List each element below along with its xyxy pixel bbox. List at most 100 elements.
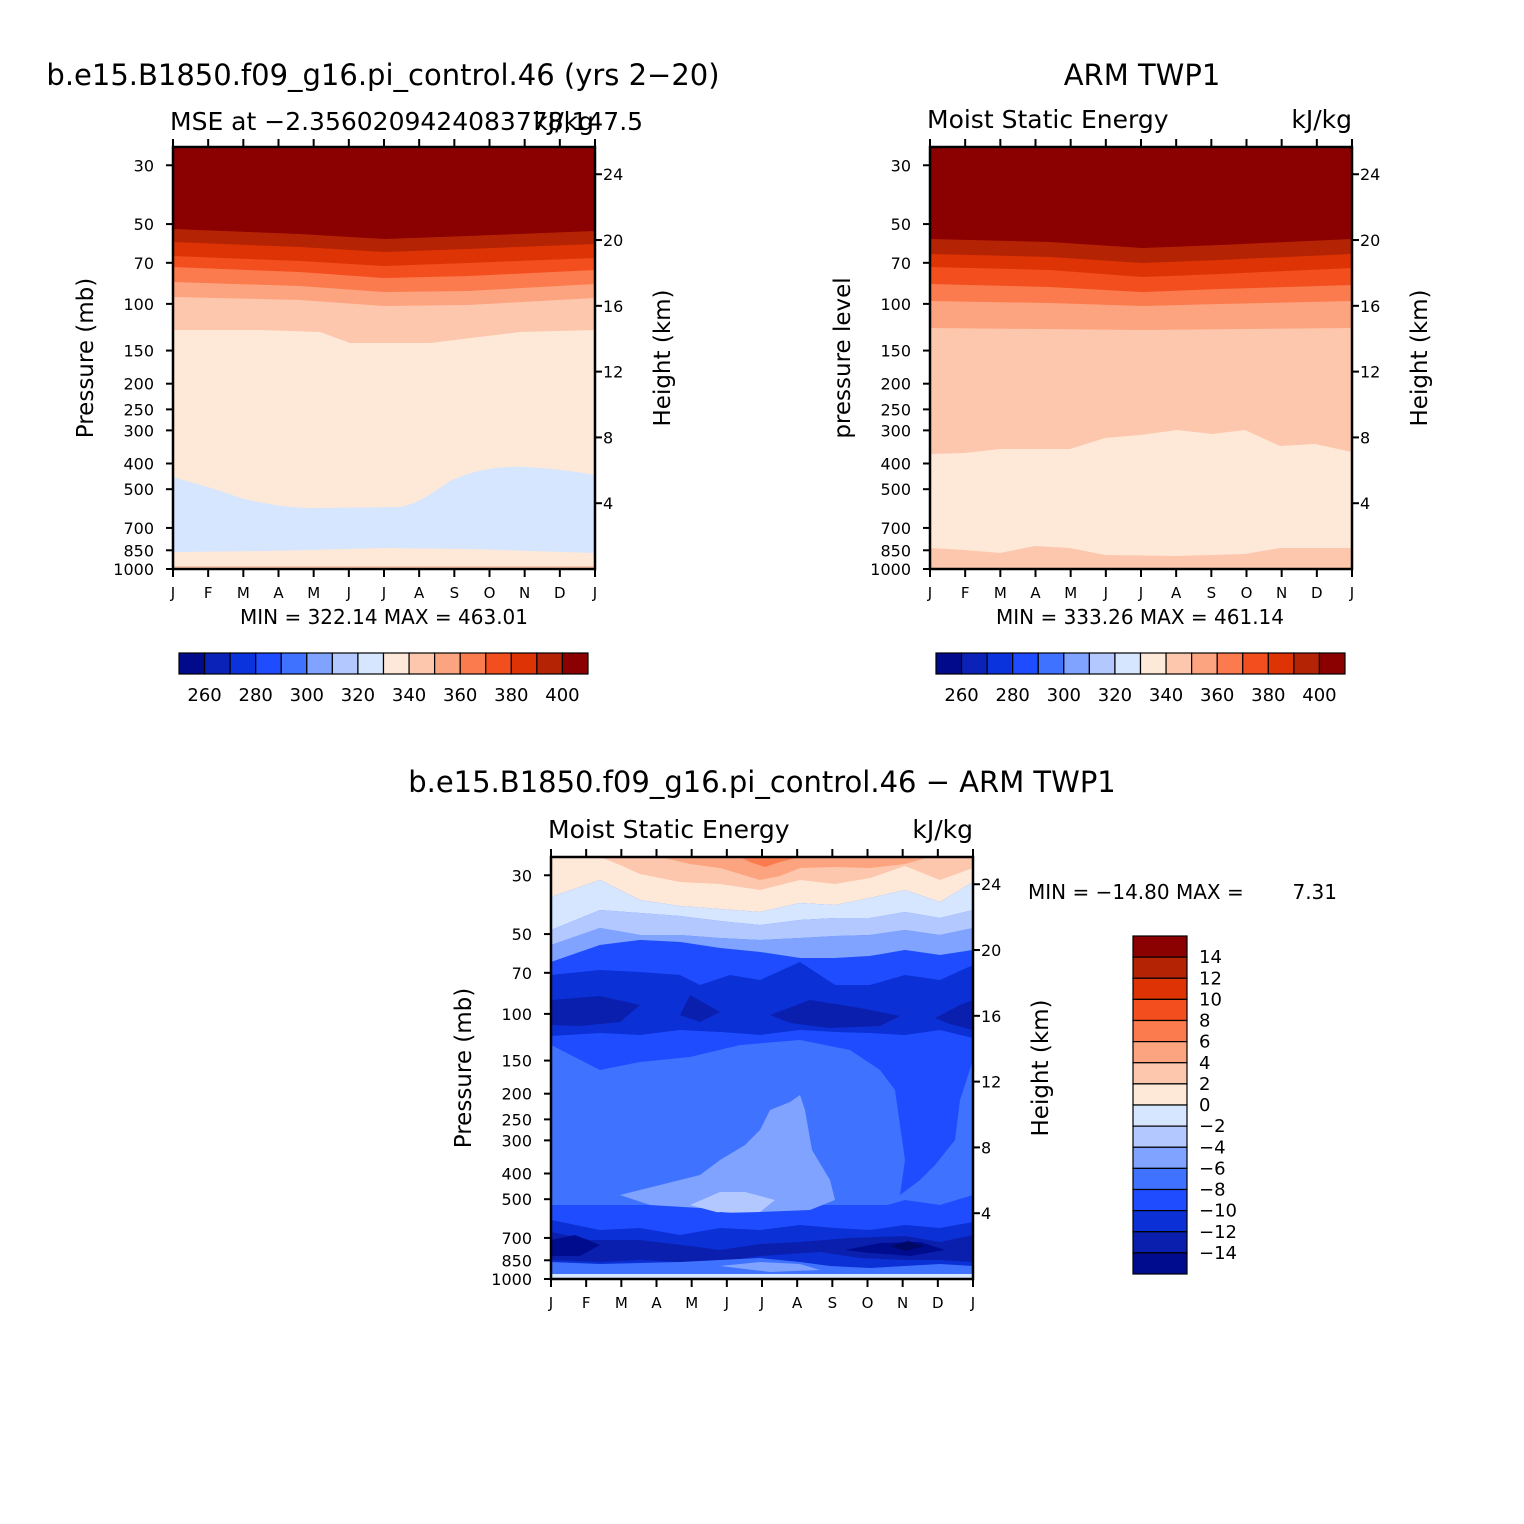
obs-ptick-label: 30 [891, 156, 911, 175]
obs-htick-label: 8 [1360, 428, 1370, 447]
model-ptick-label: 300 [123, 421, 154, 440]
diff-colorbar-box [1132, 1146, 1188, 1169]
diff-month-label: S [828, 1294, 838, 1312]
obs-ptick-label: 850 [880, 541, 911, 560]
model-ylabel-left: Pressure (mb) [73, 278, 99, 438]
model-colorbar-label: 340 [392, 685, 426, 706]
obs-colorbar-box [1037, 652, 1065, 675]
model-month-label: A [273, 584, 284, 602]
model-colorbar-box [255, 652, 282, 675]
diff-htick-label: 8 [981, 1138, 991, 1157]
obs-month-label: M [1064, 584, 1077, 602]
model-colorbar-box [331, 652, 359, 675]
obs-ptick-label: 1000 [870, 560, 911, 579]
obs-ptick-label: 250 [880, 400, 911, 419]
diff-band-neg-6-8-mid [551, 1040, 973, 1205]
model-ptick-label: 500 [123, 480, 154, 499]
obs-month-label: O [1241, 584, 1253, 602]
obs-colorbar-box [1216, 652, 1244, 675]
obs-month-label: S [1207, 584, 1217, 602]
diff-colorbar-label: −4 [1199, 1137, 1226, 1158]
model-colorbar-box [178, 652, 206, 675]
diff-ptick-label: 30 [512, 866, 532, 885]
diff-month-label: O [862, 1294, 874, 1312]
obs-htick-label: 20 [1360, 231, 1380, 250]
diff-htick-label: 24 [981, 875, 1001, 894]
diff-band-neg-12-14-a [551, 996, 640, 1026]
obs-colorbar-box [1012, 652, 1039, 675]
diff-colorbar-label: −6 [1199, 1158, 1226, 1179]
diff-colorbar-label: −14 [1199, 1243, 1237, 1264]
diff-colorbar-label: −12 [1199, 1222, 1237, 1243]
model-htick-label: 8 [603, 428, 613, 447]
diff-colorbar-label: 4 [1199, 1053, 1210, 1074]
obs-month-label: J [1349, 584, 1354, 602]
model-ylabel-right: Height (km) [650, 289, 676, 426]
diff-band-neg-12-14-b [680, 995, 720, 1022]
model-htick-label: 24 [603, 165, 623, 184]
model-htick-label: 20 [603, 231, 623, 250]
diff-colorbar-label: −2 [1199, 1116, 1226, 1137]
model-colorbar-box [229, 652, 257, 675]
diff-subtitle: Moist Static Energy [548, 815, 790, 844]
diff-title: b.e15.B1850.f09_g16.pi_control.46 − ARM … [408, 765, 1116, 799]
diff-minmax-label: MIN = −14.80 MAX = [1028, 880, 1244, 904]
obs-colorbar-box [1063, 652, 1090, 675]
obs-title: ARM TWP1 [1064, 58, 1221, 92]
obs-colorbar-box [1242, 652, 1269, 675]
obs-colorbar-label: 320 [1098, 685, 1132, 706]
model-colorbar-label: 300 [290, 685, 324, 706]
obs-ptick-label: 700 [880, 519, 911, 538]
model-ptick-label: 50 [134, 215, 154, 234]
diff-colorbar-box [1132, 1252, 1188, 1275]
diff-month-label: M [615, 1294, 628, 1312]
obs-htick-label: 4 [1360, 494, 1370, 513]
diff-colorbar-box [1132, 1125, 1188, 1148]
model-ptick-label: 70 [134, 254, 154, 273]
model-ptick-label: 850 [123, 541, 154, 560]
model-band-325 [173, 466, 595, 569]
diff-month-label: A [792, 1294, 803, 1312]
diff-ptick-label: 500 [501, 1190, 532, 1209]
obs-subtitle: Moist Static Energy [927, 105, 1169, 134]
model-htick-label: 4 [603, 494, 613, 513]
diff-colorbar-box [1132, 1188, 1188, 1212]
obs-colorbar-label: 400 [1302, 685, 1336, 706]
model-colorbar-box [434, 652, 461, 675]
diff-ylabel-right: Height (km) [1028, 999, 1054, 1136]
obs-month-label: D [1311, 584, 1323, 602]
model-colorbar: 260 280 300 320 340 360 380 400 [178, 652, 589, 706]
diff-ptick-label: 100 [501, 1005, 532, 1024]
diff-colorbar-label: 0 [1199, 1095, 1210, 1116]
model-month-label: M [237, 584, 250, 602]
model-title: b.e15.B1850.f09_g16.pi_control.46 (yrs 2… [46, 58, 719, 92]
diff-colorbar-box [1132, 1231, 1188, 1254]
diff-colorbar-box [1132, 1019, 1188, 1043]
model-month-label: J [381, 584, 386, 602]
diff-ptick-label: 250 [501, 1110, 532, 1129]
diff-colorbar-box [1132, 956, 1188, 979]
diff-month-label: J [759, 1294, 764, 1312]
obs-colorbar-label: 360 [1200, 685, 1234, 706]
obs-panel: ARM TWP1 Moist Static Energy kJ/kg 30 50 7… [830, 58, 1433, 706]
model-panel: b.e15.B1850.f09_g16.pi_control.46 (yrs 2… [46, 58, 719, 706]
obs-month-label: J [927, 584, 932, 602]
diff-month-label: F [582, 1294, 591, 1312]
model-ptick-label: 150 [123, 342, 154, 361]
model-subtitle: MSE at −2.3560209424083778,147.5 [170, 107, 643, 136]
diff-band-neg-2-4 [551, 910, 973, 945]
model-htick-label: 16 [603, 297, 623, 316]
obs-month-label: A [1171, 584, 1182, 602]
diff-band-neg-12-14-c [770, 1000, 900, 1028]
obs-ylabel-left: pressure level [830, 277, 856, 438]
obs-ptick-label: 50 [891, 215, 911, 234]
model-month-label: S [450, 584, 460, 602]
obs-month-label: M [994, 584, 1007, 602]
model-colorbar-box [280, 652, 308, 675]
diff-htick-label: 12 [981, 1073, 1001, 1092]
